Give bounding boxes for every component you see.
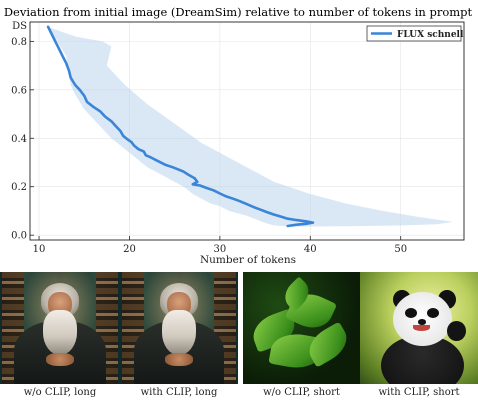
dreamsim-chart: Deviation from initial image (DreamSim) … (4, 5, 473, 266)
y-axis-label: DS (12, 21, 27, 32)
y-tick-label: 0.6 (11, 85, 27, 96)
caption-with-clip-short: with CLIP, short (378, 387, 460, 398)
variance-band (48, 26, 454, 227)
x-ticks: 10 20 30 40 50 (33, 236, 407, 255)
legend-box (366, 25, 462, 42)
series-lines (46, 25, 315, 228)
x-tick-label: 50 (394, 244, 407, 255)
x-tick-label: 10 (33, 244, 46, 255)
plot-frame (29, 21, 465, 241)
chart-title: Deviation from initial image (DreamSim) … (4, 5, 473, 19)
series-line-flux-schnell (46, 25, 315, 228)
x-tick-label: 30 (214, 244, 227, 255)
y-tick-label: 0.2 (11, 182, 27, 193)
image-elder-without-clip (0, 272, 120, 384)
image-panda-with-clip (360, 272, 478, 384)
caption-without-clip-long: w/o CLIP, long (23, 387, 97, 398)
y-tick-label: 0.0 (11, 231, 27, 242)
y-tick-label: 0.8 (11, 37, 27, 48)
y-tick-label: 0.4 (11, 134, 27, 145)
x-tick-label: 40 (304, 244, 317, 255)
variance-band-area (48, 26, 454, 227)
legend-label: FLUX schnell (397, 30, 464, 40)
x-axis-label: Number of tokens (200, 254, 296, 266)
caption-with-clip-long: with CLIP, long (140, 387, 218, 398)
x-tick-label: 20 (123, 244, 136, 255)
legend: FLUX schnell (366, 25, 464, 42)
image-elder-with-clip (120, 272, 238, 384)
y-ticks: 0.0 0.2 0.4 0.6 0.8 DS (11, 21, 34, 242)
caption-without-clip-short: w/o CLIP, short (263, 387, 340, 398)
image-plant-without-clip (243, 272, 360, 384)
